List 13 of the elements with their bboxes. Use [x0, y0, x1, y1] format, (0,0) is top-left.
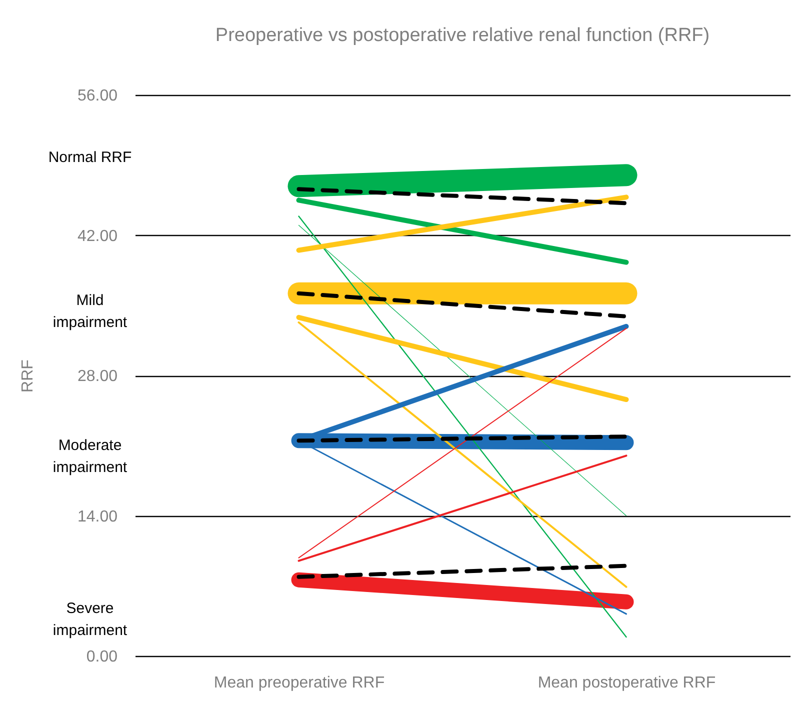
y-tick-label: 0.00: [86, 648, 118, 666]
text: Mild impairment: [52, 292, 128, 331]
y-tick-label: 14.00: [77, 508, 118, 526]
y-tick-label: 42.00: [77, 228, 118, 245]
text: Severe impairment: [52, 600, 128, 639]
text: Moderate impairment: [52, 437, 128, 476]
text: Normal RRF: [48, 149, 132, 166]
x-tick-label: Mean postoperative RRF: [538, 674, 716, 692]
y-tick-label: 56.00: [77, 88, 118, 104]
x-tick-label: Mean preoperative RRF: [214, 674, 385, 692]
y-tick-label: 28.00: [77, 368, 118, 385]
y-axis-title: RRF: [20, 359, 36, 392]
chart-title: Preoperative vs postoperative relative renal function (RRF): [215, 25, 710, 46]
